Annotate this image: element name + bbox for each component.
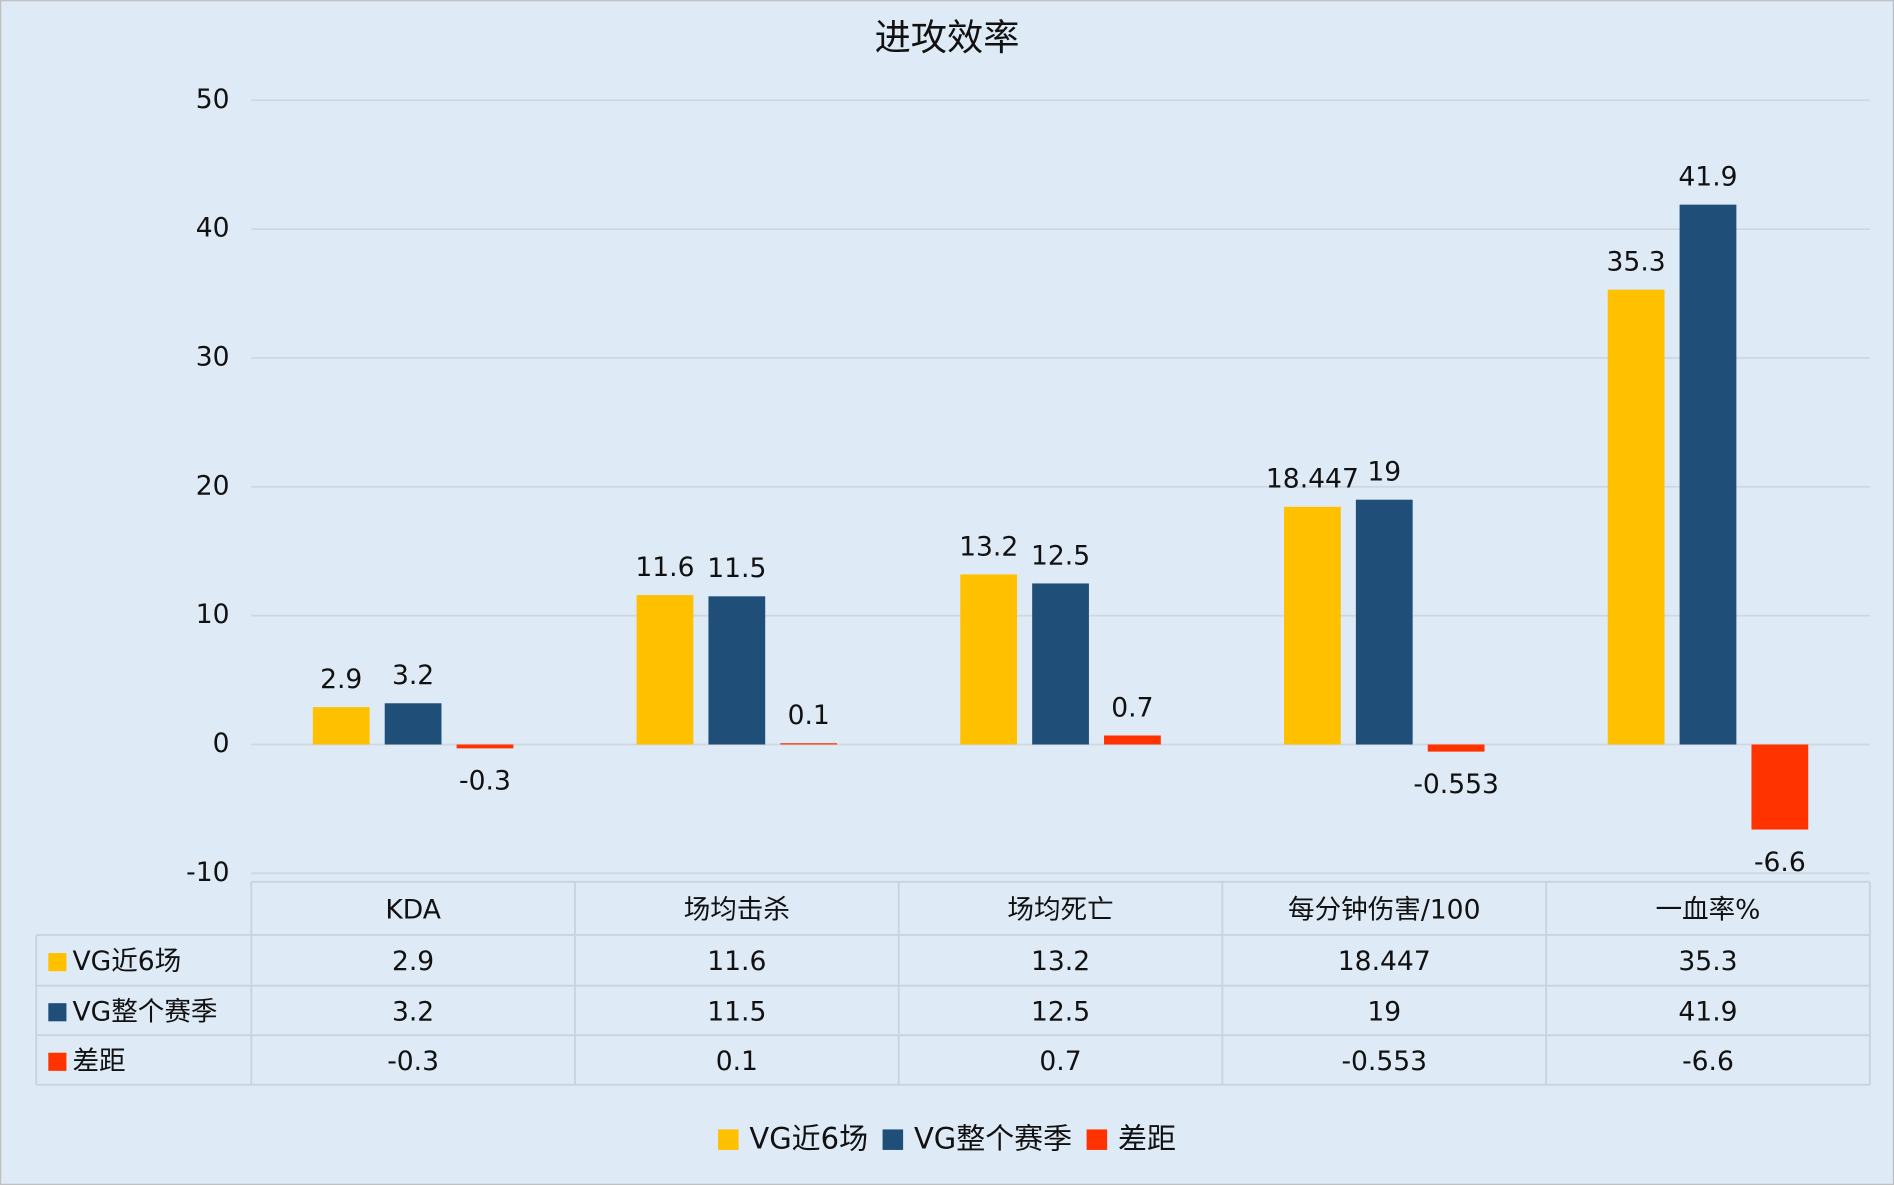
bar bbox=[1427, 744, 1485, 752]
data-label: -0.3 bbox=[459, 766, 511, 797]
data-label: 2.9 bbox=[320, 664, 362, 695]
bar bbox=[384, 703, 442, 745]
legend-key bbox=[882, 1129, 904, 1150]
data-label: 11.5 bbox=[707, 553, 766, 584]
legend-key bbox=[718, 1129, 739, 1150]
data-label: -6.6 bbox=[1754, 847, 1806, 878]
bar bbox=[1679, 204, 1737, 745]
bar bbox=[1751, 744, 1809, 830]
data-label: 18.447 bbox=[1266, 464, 1359, 495]
data-label: 41.9 bbox=[1678, 162, 1737, 193]
bar bbox=[1104, 735, 1161, 745]
data-label: 0.7 bbox=[1111, 692, 1153, 723]
data-label: 11.6 bbox=[635, 552, 694, 583]
table-cell: 3.2 bbox=[392, 996, 434, 1027]
legend-label: VG近6场 bbox=[749, 1121, 868, 1155]
bar bbox=[1284, 506, 1341, 745]
table-row-label: VG近6场 bbox=[72, 946, 181, 977]
table-cell: 41.9 bbox=[1678, 996, 1737, 1027]
y-tick-label: 10 bbox=[196, 599, 230, 630]
bar bbox=[312, 707, 370, 745]
legend-key bbox=[48, 1003, 67, 1022]
data-label: 3.2 bbox=[392, 660, 434, 691]
data-label: 13.2 bbox=[959, 531, 1018, 562]
table-header: 一血率% bbox=[1656, 894, 1761, 925]
table-cell: 2.9 bbox=[392, 946, 434, 977]
table-cell: 0.7 bbox=[1039, 1046, 1081, 1077]
table-header: KDA bbox=[385, 894, 441, 925]
table-row-label: 差距 bbox=[72, 1046, 125, 1077]
legend-key bbox=[48, 1052, 67, 1071]
bar bbox=[456, 744, 514, 749]
y-tick-label: 50 bbox=[196, 84, 230, 115]
bar bbox=[960, 574, 1018, 745]
table-cell: -0.553 bbox=[1341, 1046, 1427, 1077]
table-cell: 19 bbox=[1367, 996, 1401, 1027]
table-cell: -0.3 bbox=[387, 1046, 439, 1077]
data-label: 35.3 bbox=[1607, 247, 1666, 278]
data-label: 0.1 bbox=[788, 700, 830, 731]
bar bbox=[1355, 499, 1413, 745]
table-cell: 18.447 bbox=[1338, 946, 1431, 977]
bar bbox=[708, 596, 766, 745]
bar bbox=[1607, 289, 1665, 745]
table-cell: 0.1 bbox=[716, 1046, 758, 1077]
legend-label: VG整个赛季 bbox=[914, 1121, 1072, 1155]
data-label: 12.5 bbox=[1031, 540, 1090, 571]
table-cell: 13.2 bbox=[1031, 946, 1090, 977]
bar bbox=[1032, 583, 1089, 745]
table-cell: 11.5 bbox=[707, 996, 766, 1027]
y-tick-label: 40 bbox=[196, 213, 230, 244]
table-header: 场均死亡 bbox=[1007, 894, 1113, 925]
y-tick-label: 30 bbox=[196, 341, 230, 372]
chart-title: 进攻效率 bbox=[875, 16, 1020, 59]
table-cell: 11.6 bbox=[707, 946, 766, 977]
bar bbox=[780, 743, 838, 745]
data-label: -0.553 bbox=[1413, 769, 1499, 800]
table-cell: 12.5 bbox=[1031, 996, 1090, 1027]
table-header: 每分钟伤害/100 bbox=[1288, 894, 1480, 925]
y-tick-label: 20 bbox=[196, 470, 230, 501]
table-header: 场均击杀 bbox=[684, 894, 790, 925]
bar bbox=[636, 595, 694, 745]
legend-key bbox=[48, 953, 67, 972]
table-cell: 35.3 bbox=[1678, 946, 1737, 977]
legend-key bbox=[1086, 1129, 1108, 1150]
y-tick-label: -10 bbox=[186, 857, 229, 888]
table-cell: -6.6 bbox=[1682, 1046, 1734, 1077]
table-row-label: VG整个赛季 bbox=[72, 996, 217, 1027]
y-tick-label: 0 bbox=[213, 728, 230, 759]
legend-label: 差距 bbox=[1118, 1121, 1176, 1155]
data-label: 19 bbox=[1367, 457, 1401, 488]
